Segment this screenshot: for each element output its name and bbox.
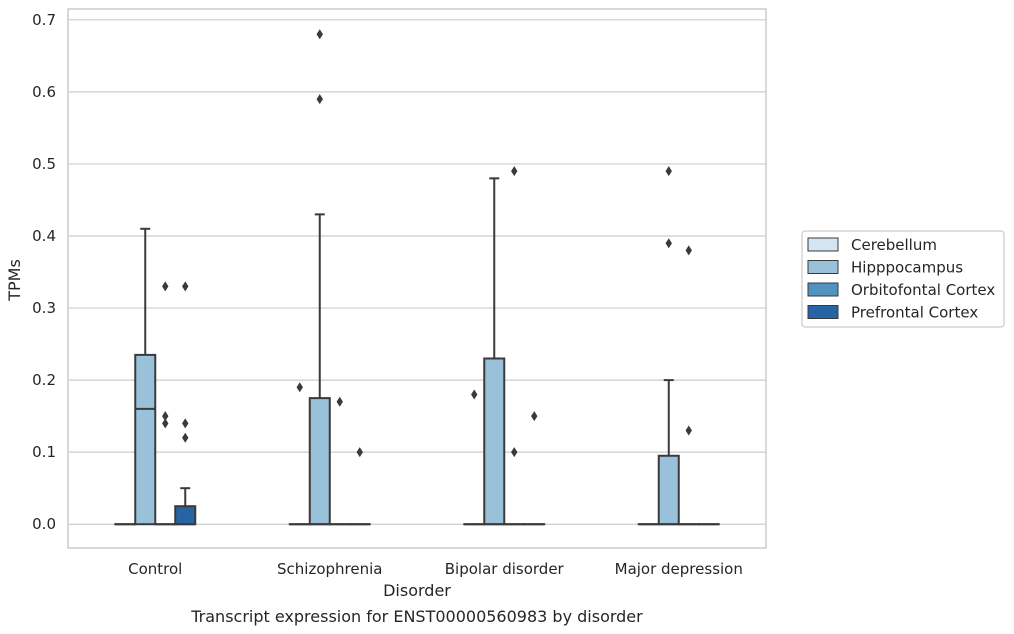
x-axis-label: Disorder [383,581,451,600]
legend-swatch [807,260,839,274]
y-tick-labels: 0.0 0.1 0.2 0.3 0.4 0.5 0.6 0.7 [32,11,56,533]
legend-swatch [807,305,839,319]
y-tick-label: 0.5 [32,155,56,173]
box-series [114,177,720,526]
box [483,357,506,526]
box [134,353,157,526]
outlier-point [665,166,672,177]
x-tick-label: Control [128,560,182,578]
outlier-point [471,389,478,400]
box [657,454,680,526]
box [174,505,197,526]
y-tick-label: 0.3 [32,299,56,317]
y-tick-label: 0.6 [32,83,56,101]
chart-caption: Transcript expression for ENST0000056098… [190,607,643,626]
outlier-point [511,447,518,458]
outlier-point [162,411,169,422]
outlier-point [296,382,303,393]
gridlines [68,19,766,525]
y-tick-label: 0.7 [32,11,56,29]
outlier-point [336,396,343,407]
legend-label: Orbitofontal Cortex [851,281,995,299]
x-tick-label: Major depression [615,560,743,578]
x-tick-label: Bipolar disorder [445,560,565,578]
outlier-point [316,29,323,40]
outlier-points [162,29,692,458]
legend-label: Cerebellum [851,236,937,254]
outlier-point [162,281,169,292]
x-tick-label: Schizophrenia [277,560,382,578]
outlier-point [182,281,189,292]
legend-frame [801,230,1005,328]
outlier-point [665,238,672,249]
legend-swatch [807,282,839,297]
outlier-point [182,432,189,443]
box [308,397,331,526]
outlier-point [356,447,363,458]
plot-frame [67,8,767,549]
y-tick-label: 0.4 [32,227,56,245]
outlier-point [316,94,323,105]
outlier-point [162,418,169,429]
legend-label: Prefrontal Cortex [851,304,978,322]
y-tick-label: 0.1 [32,443,56,461]
outlier-point [511,166,518,177]
x-tick-labels: Control Schizophrenia Bipolar disorder Majo… [128,560,743,578]
y-tick-label: 0.0 [32,515,56,533]
y-axis-label: TPMs [5,259,24,302]
outlier-point [685,425,692,436]
y-tick-label: 0.2 [32,371,56,389]
outlier-point [685,245,692,256]
legend-swatch [807,237,839,252]
outlier-point [182,418,189,429]
legend-label: Hipppocampus [851,259,963,277]
outlier-point [531,411,538,422]
legend: Cerebellum Hipppocampus Orbitofontal Corte… [801,230,1005,328]
